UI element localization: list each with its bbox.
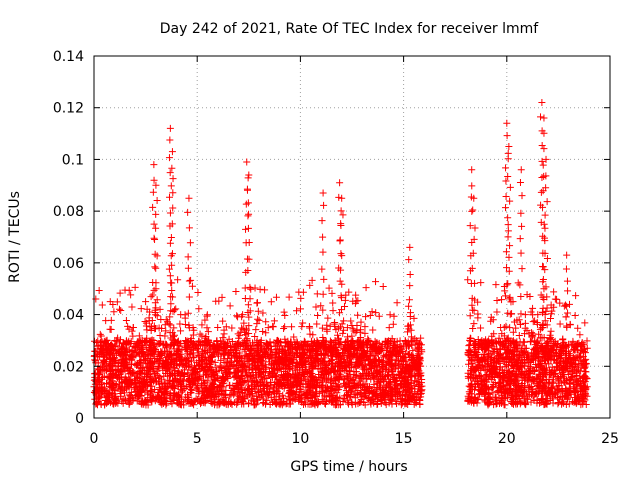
data-points [90,99,591,409]
data-point-noise [308,276,316,284]
data-point-noise [226,392,234,400]
data-point-noise [285,293,293,301]
data-point-noise [372,309,380,317]
data-point-noise [314,312,322,320]
data-point-noise [201,316,209,324]
data-point-noise [110,308,118,316]
data-point-noise [315,371,323,379]
data-point-noise [217,356,225,364]
data-point-noise [106,325,114,333]
data-point-noise [194,288,202,296]
data-point-noise [372,278,380,286]
data-point-noise [190,353,198,361]
data-point-noise [357,318,365,326]
data-point-noise [313,290,321,298]
data-point-noise [232,288,240,296]
data-point-noise [245,329,253,337]
data-point-noise [345,288,353,296]
data-point-noise [341,302,349,310]
data-point-noise [318,396,326,404]
data-point-noise [135,332,143,340]
data-point-noise [106,298,114,306]
data-point-noise [280,324,288,332]
data-point-noise [203,324,211,332]
data-point-noise [328,289,336,297]
data-point-noise [369,326,377,334]
data-point-noise [352,291,360,299]
data-point-noise [98,301,106,309]
data-point-noise [382,401,390,409]
data-point-noise [233,312,241,320]
data-point-noise [256,285,264,293]
data-point-noise [244,301,252,309]
data-point-noise [279,391,287,399]
data-point-noise [228,324,236,332]
data-point-noise [368,308,376,316]
data-point-noise [386,311,394,319]
data-point-noise [264,324,272,332]
data-point-noise [298,323,306,331]
data-point-noise [96,330,104,338]
data-point-noise [270,317,278,325]
data-point-noise [222,359,230,367]
data-point-noise [154,388,162,396]
data-point-noise [174,276,182,284]
data-point-noise [417,334,425,342]
data-point-noise [254,315,262,323]
